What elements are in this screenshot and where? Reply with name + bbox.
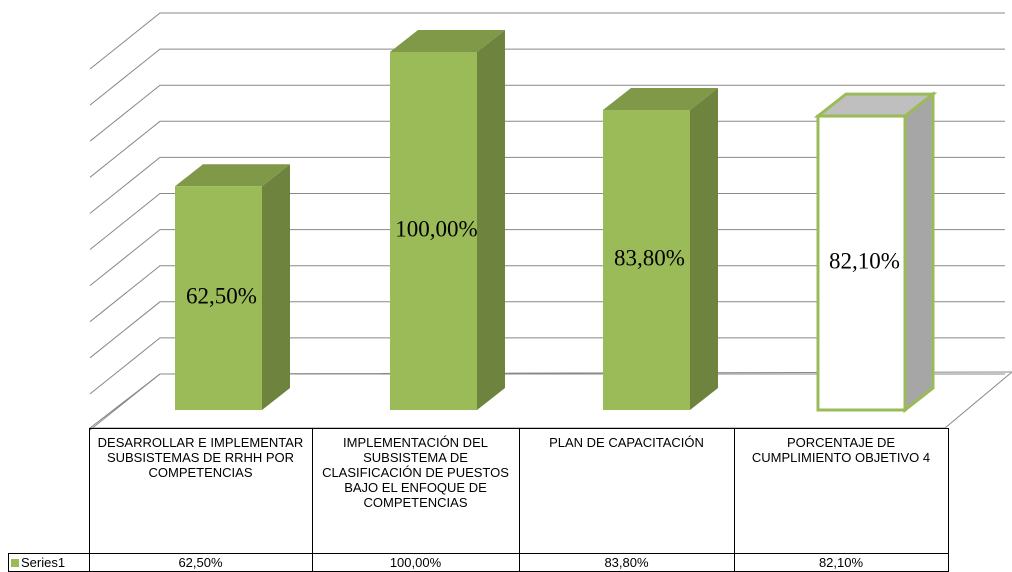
- bar-side: [262, 164, 290, 410]
- value-cell: 83,80%: [518, 553, 735, 572]
- grid-line: [89, 48, 1005, 106]
- grid-line: [89, 265, 1005, 323]
- data-label: 82,10%: [829, 248, 900, 273]
- bar-side: [690, 87, 718, 410]
- bar-top: [175, 164, 290, 187]
- bar: [390, 52, 477, 410]
- value-cell: 100,00%: [311, 553, 520, 572]
- legend-cell: Series1: [8, 553, 90, 572]
- grid-line: [89, 229, 1005, 286]
- grid-line: [89, 193, 1005, 250]
- value-row: Series1 62,50% 100,00% 83,80% 82,10%: [8, 553, 949, 572]
- data-table: DESARROLLAR E IMPLEMENTAR SUBSISTEMAS DE…: [8, 428, 949, 572]
- grid-line: [89, 120, 1005, 178]
- legend-label: Series1: [21, 555, 66, 570]
- bar-side: [477, 30, 505, 410]
- grid-line: [89, 337, 1005, 395]
- category-cell: PORCENTAJE DE CUMPLIMIENTO OBJETIVO 4: [733, 428, 949, 554]
- data-label: 83,80%: [614, 245, 685, 270]
- data-label: 62,50%: [186, 283, 257, 308]
- bar-side: [903, 90, 935, 414]
- data-label: 100,00%: [395, 216, 477, 241]
- value-cell: 62,50%: [88, 553, 313, 572]
- category-cell: PLAN DE CAPACITACIÓN: [518, 428, 735, 554]
- bar: [175, 186, 262, 410]
- bar: [816, 114, 907, 412]
- corner-cell: [8, 428, 90, 554]
- grid-line: [89, 156, 1005, 214]
- grid-line: [89, 12, 1005, 70]
- grid-line: [89, 84, 1005, 142]
- value-cell: 82,10%: [733, 553, 949, 572]
- category-cell: IMPLEMENTACIÓN DEL SUBSISTEMA DE CLASIFI…: [311, 428, 520, 554]
- category-cell: DESARROLLAR E IMPLEMENTAR SUBSISTEMAS DE…: [88, 428, 313, 554]
- legend-key: [11, 559, 19, 567]
- grid-line: [89, 373, 1005, 431]
- bar-top: [390, 30, 505, 52]
- category-row: DESARROLLAR E IMPLEMENTAR SUBSISTEMAS DE…: [8, 428, 949, 554]
- bar: [603, 109, 690, 410]
- grid-line: [89, 301, 1005, 359]
- bar-top: [603, 87, 718, 110]
